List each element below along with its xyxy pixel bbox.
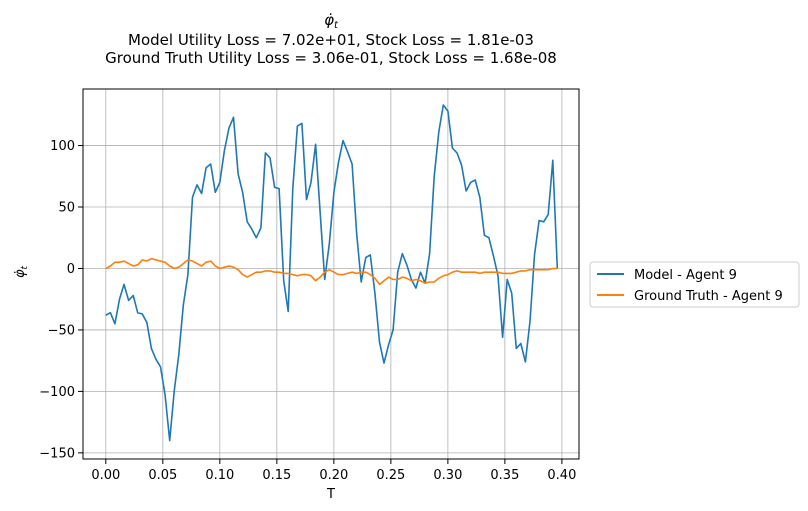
- y-tick-label: 0: [67, 262, 75, 277]
- x-axis-ticks: 0.00 0.05 0.10 0.15 0.20 0.25 0.30 0.35 0.40: [91, 459, 576, 483]
- chart-title-symbol: φ̇: [324, 11, 334, 29]
- series-layer: [105, 104, 559, 442]
- x-tick-label: 0.05: [148, 468, 177, 483]
- x-tick-label: 0.00: [91, 468, 120, 483]
- x-axis-label: T: [326, 487, 335, 502]
- y-axis-label-subscript: t: [20, 265, 30, 269]
- x-tick-label: 0.35: [490, 468, 519, 483]
- y-axis-label-symbol: φ̇: [13, 269, 28, 278]
- y-tick-label: 100: [50, 139, 75, 154]
- x-tick-label: 0.10: [205, 468, 234, 483]
- legend-label-ground-truth: Ground Truth - Agent 9: [634, 289, 783, 304]
- legend-label-model: Model - Agent 9: [634, 268, 737, 283]
- series-line-model: [105, 104, 559, 442]
- chart-title: φ̇t: [324, 11, 339, 31]
- legend: Model - Agent 9 Ground Truth - Agent 9: [589, 261, 800, 308]
- chart-subtitle-line-2: Ground Truth Utility Loss = 3.06e-01, St…: [105, 49, 557, 67]
- series-line-ground-truth: [105, 257, 558, 286]
- x-tick-label: 0.20: [319, 468, 348, 483]
- y-tick-label: −50: [48, 323, 75, 338]
- x-tick-label: 0.40: [547, 468, 576, 483]
- y-tick-label: 50: [58, 201, 75, 216]
- y-tick-label: −150: [39, 446, 75, 461]
- y-axis-ticks: −150 −100 −50 0 50 100: [39, 139, 83, 461]
- chart-title-subscript: t: [334, 20, 339, 31]
- y-axis-label: φ̇t: [13, 265, 30, 278]
- chart-subtitle-line-1: Model Utility Loss = 7.02e+01, Stock Los…: [128, 31, 534, 49]
- x-tick-label: 0.30: [433, 468, 462, 483]
- x-tick-label: 0.15: [262, 468, 291, 483]
- y-tick-label: −100: [39, 385, 75, 400]
- plot-frame: [82, 88, 580, 460]
- legend-frame: [589, 261, 800, 308]
- x-tick-label: 0.25: [376, 468, 405, 483]
